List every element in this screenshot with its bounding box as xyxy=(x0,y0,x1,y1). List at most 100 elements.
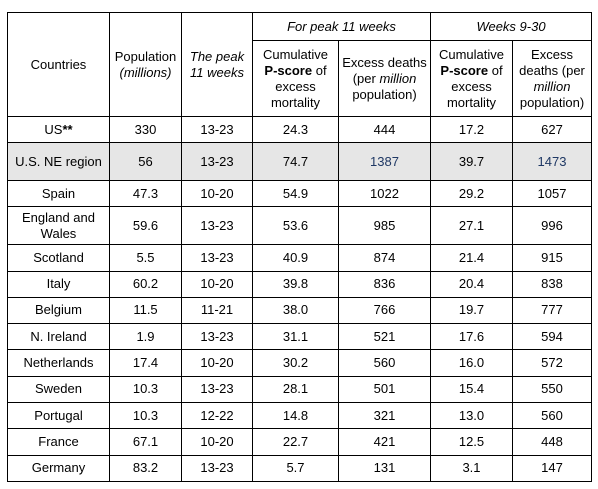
peak-weeks-cell: 13-23 xyxy=(181,115,253,144)
excess-weeks-cell: 838 xyxy=(511,270,593,298)
peak-weeks-cell: 10-20 xyxy=(181,180,253,208)
peak-weeks-cell: 13-23 xyxy=(181,454,253,483)
population-cell: 59.6 xyxy=(109,206,182,246)
table-row: Belgium 11.5 11-21 38.0 766 19.7 777 xyxy=(7,296,593,325)
country-cell: Italy xyxy=(7,270,110,298)
population-cell: 56 xyxy=(109,142,182,182)
population-cell: 17.4 xyxy=(109,349,182,377)
peak-weeks-cell: 12-22 xyxy=(181,401,253,430)
excess-peak-cell: 444 xyxy=(338,115,431,144)
pscore-header-weeks: Cumulative P-score of excess mortality xyxy=(430,40,513,117)
peak-weeks-cell: 10-20 xyxy=(181,270,253,298)
pscore-peak-cell: 28.1 xyxy=(252,375,339,403)
excess-suffix: population) xyxy=(352,86,417,102)
pscore-weeks-cell: 21.4 xyxy=(430,244,513,272)
table-row: Germany 83.2 13-23 5.7 131 3.1 147 xyxy=(7,454,593,483)
table-row: Spain 47.3 10-20 54.9 1022 29.2 1057 xyxy=(7,180,593,208)
country-cell: Netherlands xyxy=(7,349,110,377)
table-row: N. Ireland 1.9 13-23 31.1 521 17.6 594 xyxy=(7,323,593,351)
pscore-weeks-cell: 15.4 xyxy=(430,375,513,403)
group-header-peak: For peak 11 weeks xyxy=(252,12,431,41)
pscore-weeks-cell: 12.5 xyxy=(430,428,513,456)
pscore-peak-cell: 5.7 xyxy=(252,454,339,483)
excess-weeks-cell: 448 xyxy=(511,428,593,456)
peak-weeks-cell: 13-23 xyxy=(181,206,253,246)
country-cell: US** xyxy=(7,115,110,144)
peak-weeks-cell: 11-21 xyxy=(181,296,253,325)
excess-header-weeks: Excess deaths (per million population) xyxy=(511,40,593,117)
excess-weeks-cell: 147 xyxy=(511,454,593,483)
excess-weeks-cell: 1057 xyxy=(511,180,593,208)
excess-peak-cell: 985 xyxy=(338,206,431,246)
population-cell: 330 xyxy=(109,115,182,144)
footnote-mark: ** xyxy=(62,121,73,137)
peak-weeks-header: The peak 11 weeks xyxy=(181,12,253,117)
excess-peak-cell: 766 xyxy=(338,296,431,325)
excess-million: million xyxy=(533,78,571,94)
excess-weeks-cell: 627 xyxy=(511,115,593,144)
excess-peak-cell: 131 xyxy=(338,454,431,483)
pscore-peak-cell: 14.8 xyxy=(252,401,339,430)
population-unit: (millions) xyxy=(119,64,172,80)
pscore-weeks-cell: 17.6 xyxy=(430,323,513,351)
table-row: U.S. NE region 56 13-23 74.7 1387 39.7 1… xyxy=(7,142,593,182)
population-cell: 11.5 xyxy=(109,296,182,325)
population-label: Population xyxy=(114,48,177,64)
table-row: Portugal 10.3 12-22 14.8 321 13.0 560 xyxy=(7,401,593,430)
pscore-label: P-score xyxy=(440,62,489,78)
excess-weeks-cell: 915 xyxy=(511,244,593,272)
excess-mortality-table: Countries Population (millions) The peak… xyxy=(7,12,593,483)
country-cell: Portugal xyxy=(7,401,110,430)
pscore-peak-cell: 54.9 xyxy=(252,180,339,208)
country-cell: Germany xyxy=(7,454,110,483)
excess-peak-cell: 874 xyxy=(338,244,431,272)
excess-peak-cell: 1022 xyxy=(338,180,431,208)
peak-weeks-cell: 13-23 xyxy=(181,142,253,182)
excess-peak-cell: 421 xyxy=(338,428,431,456)
pscore-label: P-score xyxy=(264,62,313,78)
country-cell: U.S. NE region xyxy=(7,142,110,182)
excess-label: Excess deaths (per xyxy=(342,54,427,86)
population-cell: 10.3 xyxy=(109,375,182,403)
pscore-peak-cell: 38.0 xyxy=(252,296,339,325)
country-name: US xyxy=(44,121,63,137)
excess-peak-cell: 501 xyxy=(338,375,431,403)
table-row: Netherlands 17.4 10-20 30.2 560 16.0 572 xyxy=(7,349,593,377)
table-row: US** 330 13-23 24.3 444 17.2 627 xyxy=(7,115,593,144)
country-cell: Sweden xyxy=(7,375,110,403)
excess-suffix: population) xyxy=(519,94,585,110)
pscore-peak-cell: 22.7 xyxy=(252,428,339,456)
peak-weeks-cell: 13-23 xyxy=(181,375,253,403)
excess-million: million xyxy=(379,70,417,86)
excess-weeks-cell: 594 xyxy=(511,323,593,351)
pscore-weeks-cell: 29.2 xyxy=(430,180,513,208)
pscore-weeks-cell: 16.0 xyxy=(430,349,513,377)
excess-weeks-cell: 1473 xyxy=(511,142,593,182)
excess-label: Excess deaths (per xyxy=(519,46,585,78)
pscore-peak-cell: 40.9 xyxy=(252,244,339,272)
country-cell: N. Ireland xyxy=(7,323,110,351)
population-header: Population (millions) xyxy=(109,12,182,117)
excess-weeks-cell: 550 xyxy=(511,375,593,403)
pscore-peak-cell: 39.8 xyxy=(252,270,339,298)
pscore-weeks-cell: 3.1 xyxy=(430,454,513,483)
country-cell: France xyxy=(7,428,110,456)
excess-peak-cell: 521 xyxy=(338,323,431,351)
header-row-top: Countries Population (millions) The peak… xyxy=(7,12,593,117)
table-row: England and Wales 59.6 13-23 53.6 985 27… xyxy=(7,206,593,246)
pscore-peak-cell: 74.7 xyxy=(252,142,339,182)
pscore-suffix: of excess mortality xyxy=(270,62,327,110)
pscore-weeks-cell: 13.0 xyxy=(430,401,513,430)
excess-peak-cell: 321 xyxy=(338,401,431,430)
country-cell: Spain xyxy=(7,180,110,208)
excess-weeks-cell: 560 xyxy=(511,401,593,430)
header-row-sub: Cumulative P-score of excess mortality E… xyxy=(8,40,593,117)
excess-peak-cell: 1387 xyxy=(338,142,431,182)
pscore-peak-cell: 53.6 xyxy=(252,206,339,246)
population-cell: 10.3 xyxy=(109,401,182,430)
pscore-peak-cell: 24.3 xyxy=(252,115,339,144)
cumulative-label: Cumulative xyxy=(438,46,505,62)
pscore-header-peak: Cumulative P-score of excess mortality xyxy=(252,40,339,117)
pscore-weeks-cell: 19.7 xyxy=(430,296,513,325)
excess-weeks-cell: 996 xyxy=(511,206,593,246)
